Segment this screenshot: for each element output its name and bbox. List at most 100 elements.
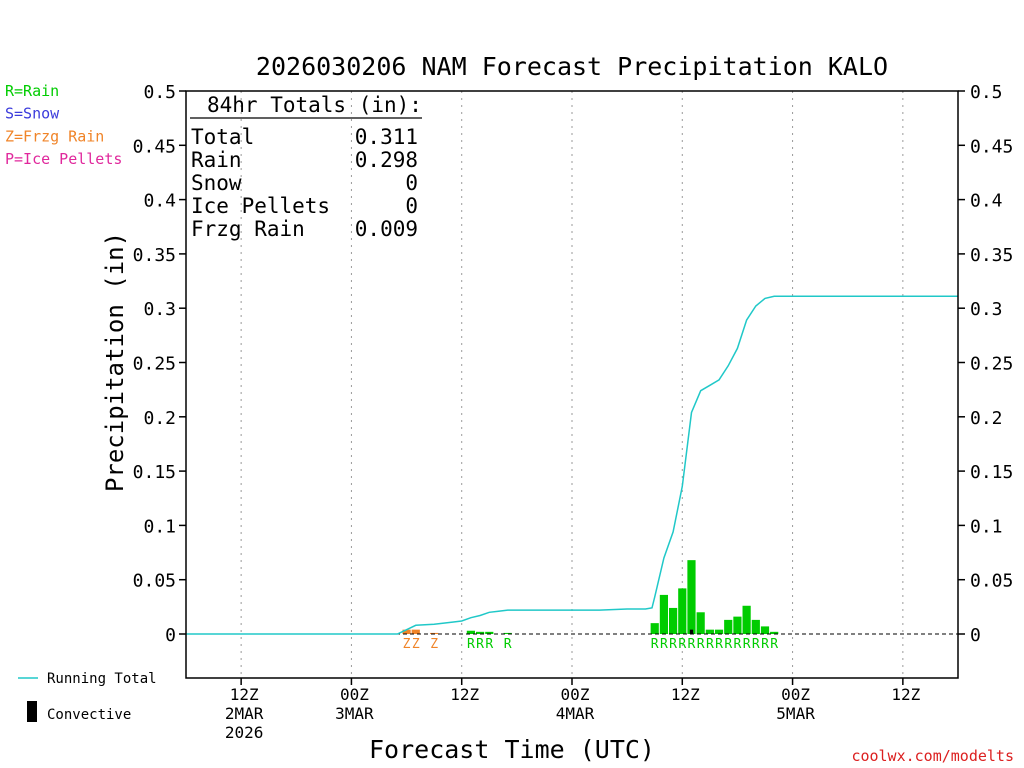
totals-header: 84hr Totals (in): [207, 93, 422, 117]
precip-bar-R [742, 605, 751, 634]
type-letter-R: R [651, 637, 659, 652]
x-axis-label: Forecast Time (UTC) [369, 735, 655, 764]
x-tick-label: 00Z [340, 685, 369, 704]
y-tick-label-right: 0.35 [970, 245, 1013, 266]
type-letter-R: R [706, 637, 714, 652]
type-letter-R: R [467, 637, 475, 652]
totals-row-value: 0 [405, 171, 418, 195]
totals-row-label: Frzg Rain [191, 217, 305, 241]
type-letter-R: R [752, 637, 760, 652]
type-letter-R: R [770, 637, 778, 652]
type-letter-Z: Z [412, 637, 420, 652]
y-tick-label-right: 0.1 [970, 516, 1003, 537]
x-tick-label: 12Z [230, 685, 259, 704]
x-tick-label: 2026 [225, 723, 264, 742]
type-letter-R: R [743, 637, 751, 652]
precip-bar-R [751, 619, 760, 634]
y-tick-label-right: 0 [970, 625, 981, 646]
y-tick-label-left: 0.2 [143, 408, 176, 429]
precip-bar-R [669, 607, 678, 634]
x-tick-label: 5MAR [776, 704, 815, 723]
precip-bar-R [678, 588, 687, 634]
legend-item: Z=Frzg Rain [5, 127, 104, 145]
precip-bar-Z [430, 632, 439, 634]
bottom-legend-label: Convective [47, 707, 131, 723]
y-axis-label: Precipitation (in) [101, 232, 129, 492]
precip-bar-R [724, 619, 733, 634]
convective-bar [689, 629, 694, 634]
y-axis-right: 0 0.05 0.1 0.15 0.2 0.25 0.3 0.35 0.4 0.45 0.5 [958, 82, 1013, 646]
legend-item: S=Snow [5, 105, 60, 123]
precip-bar-R [714, 629, 724, 634]
totals-row-value: 0.009 [355, 217, 418, 241]
y-tick-label-left: 0.4 [143, 191, 176, 212]
gridlines [240, 91, 904, 678]
precip-bar-R [476, 631, 485, 634]
y-tick-label-right: 0.2 [970, 408, 1003, 429]
bar-series [402, 560, 779, 634]
totals-row-label: Ice Pellets [191, 194, 330, 218]
totals-row-label: Snow [191, 171, 242, 195]
y-tick-label-left: 0.1 [143, 516, 176, 537]
x-tick-label: 12Z [891, 685, 920, 704]
precip-bar-R [485, 631, 494, 634]
type-letter-R: R [485, 637, 493, 652]
type-letter-R: R [688, 637, 696, 652]
precip-bar-R [659, 594, 668, 634]
type-letter-R: R [678, 637, 686, 652]
convective-swatch [27, 701, 37, 722]
bottom-legend-label: Running Total [47, 671, 157, 687]
precip-bar-R [696, 612, 705, 634]
type-letter-R: R [724, 637, 732, 652]
totals-row-value: 0.298 [355, 148, 418, 172]
y-tick-label-right: 0.4 [970, 191, 1003, 212]
precip-bar-Z [411, 629, 420, 634]
y-tick-label-right: 0.05 [970, 571, 1013, 592]
precip-type-legend: R=Rain S=Snow Z=Frzg Rain P=Ice Pellets [5, 82, 122, 168]
chart-title: 2026030206 NAM Forecast Precipitation KA… [256, 52, 888, 81]
totals-row-value: 0 [405, 194, 418, 218]
totals-row-label: Total [191, 125, 254, 149]
type-letter-R: R [660, 637, 668, 652]
precip-bar-R [687, 560, 696, 634]
precip-bar-R [733, 616, 742, 634]
precip-bar-R [466, 630, 475, 634]
x-tick-label: 2MAR [225, 704, 264, 723]
precip-bar-R [650, 623, 659, 634]
legend-item: R=Rain [5, 82, 59, 100]
totals-box: 84hr Totals (in): Total 0.311 Rain 0.298 Snow… [190, 93, 422, 241]
y-tick-label-left: 0.05 [133, 571, 176, 592]
type-letter-R: R [734, 637, 742, 652]
y-tick-label-right: 0.25 [970, 354, 1013, 375]
y-tick-label-left: 0.35 [133, 245, 176, 266]
y-tick-label-right: 0.45 [970, 136, 1013, 157]
x-tick-label: 3MAR [335, 704, 374, 723]
x-tick-label: 00Z [561, 685, 590, 704]
precip-bar-Z [402, 629, 411, 634]
y-axis-left: 0 0.05 0.1 0.15 0.2 0.25 0.3 0.35 0.4 0.45 0.5 [133, 82, 186, 646]
y-tick-label-left: 0.25 [133, 354, 176, 375]
y-tick-label-right: 0.3 [970, 299, 1003, 320]
x-tick-label: 12Z [671, 685, 700, 704]
type-letter-R: R [715, 637, 723, 652]
y-tick-label-left: 0.15 [133, 462, 176, 483]
running-total-line [186, 295, 958, 635]
precip-bar-R [770, 631, 779, 634]
type-letter-R: R [761, 637, 769, 652]
credit-link[interactable]: coolwx.com/modelts [851, 747, 1014, 765]
type-letter-Z: Z [403, 637, 411, 652]
x-tick-label: 00Z [781, 685, 810, 704]
bottom-legend: Running Total Convective [18, 671, 157, 723]
legend-item: P=Ice Pellets [5, 150, 122, 168]
precip-bar-R [503, 632, 512, 634]
x-tick-label: 4MAR [556, 704, 595, 723]
type-letter-R: R [669, 637, 677, 652]
x-tick-label: 12Z [450, 685, 479, 704]
y-tick-label-left: 0.5 [143, 82, 176, 103]
type-letter-R: R [697, 637, 705, 652]
type-letter-R: R [476, 637, 484, 652]
totals-row-label: Rain [191, 148, 242, 172]
